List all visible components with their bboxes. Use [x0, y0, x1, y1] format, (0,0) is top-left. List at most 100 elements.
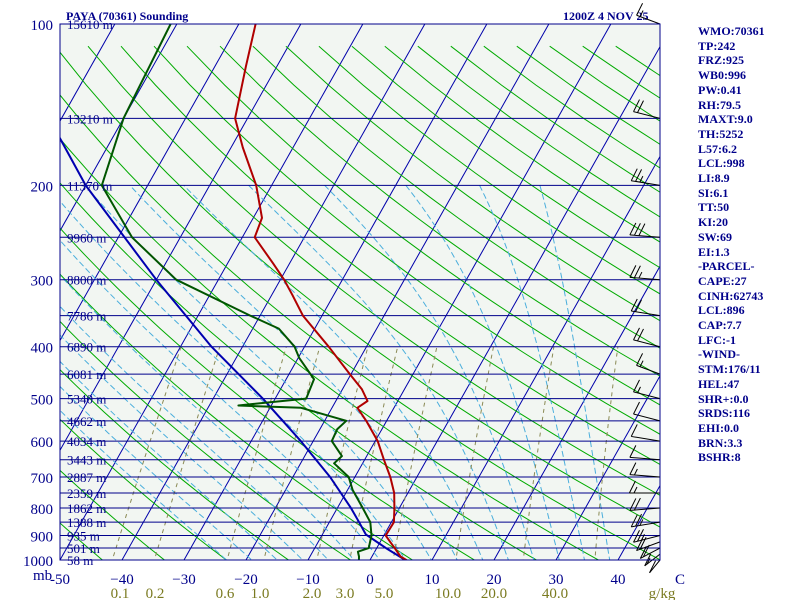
- index-item: EHI:0.0: [698, 420, 740, 435]
- wind-barb-flag: [630, 168, 638, 181]
- temperature-tick-label: −20: [234, 572, 257, 588]
- mixing-ratio-line: [111, 346, 182, 560]
- temperature-tick-label: 20: [487, 572, 502, 588]
- moist-adiabat: [60, 360, 278, 560]
- wind-barb: [629, 462, 661, 478]
- height-label: 4034 m: [67, 434, 106, 449]
- pressure-tick-label: 700: [31, 471, 54, 487]
- height-label: 2359 m: [67, 486, 106, 501]
- wind-barb: [633, 529, 661, 543]
- pressure-tick-label: 500: [31, 393, 54, 409]
- wind-barb-flag: [637, 529, 644, 542]
- dry-adiabat: [87, 45, 660, 496]
- pressure-tick-label: 800: [31, 502, 54, 518]
- isotherm: [555, 374, 660, 560]
- mixing-ratio-label: 5.0: [375, 586, 394, 600]
- mixing-ratio-label: 0.6: [216, 586, 235, 600]
- temperature-tick-label: −30: [172, 572, 195, 588]
- index-item: STM:176/11: [698, 362, 761, 377]
- isotherm: [60, 24, 240, 342]
- index-item: SRDS:116: [698, 406, 751, 421]
- moist-adiabat: [84, 185, 432, 560]
- wind-barb-flag: [629, 222, 637, 236]
- mixing-ratio-label: 0.2: [146, 586, 165, 600]
- index-item: SHR+:0.0: [698, 391, 749, 406]
- dry-adiabat: [153, 45, 660, 435]
- dry-adiabat: [351, 45, 660, 269]
- parcel-trace: [60, 136, 409, 560]
- wind-barb-flag: [629, 462, 637, 475]
- dry-adiabat: [60, 522, 104, 560]
- temperature-trace: [234, 24, 409, 560]
- dry-adiabat: [0, 46, 53, 571]
- index-item: KI:20: [698, 215, 728, 230]
- temperature-tick-label: 40: [611, 572, 626, 588]
- index-item: WMO:70361: [698, 24, 765, 38]
- wind-barb: [629, 445, 661, 461]
- height-label: 8800 m: [67, 273, 106, 288]
- temperature-tick-label: −40: [110, 572, 133, 588]
- index-item: HEL:47: [698, 376, 740, 391]
- wind-barb-flag: [633, 468, 638, 476]
- index-item: TP:242: [698, 38, 736, 53]
- index-item: SI:6.1: [698, 185, 729, 200]
- wind-barb-flag: [638, 271, 643, 279]
- index-item: -PARCEL-: [698, 259, 755, 274]
- wind-barb-flag: [633, 497, 641, 511]
- temperature-tick-label: −10: [296, 572, 319, 588]
- wind-barb-flag: [639, 546, 647, 559]
- index-item: BRN:3.3: [698, 435, 743, 450]
- wind-barb: [630, 298, 661, 317]
- isotherm: [121, 24, 426, 560]
- wind-barb-staff: [649, 559, 661, 574]
- wind-barb-staff: [631, 435, 661, 442]
- wind-barb-flag: [636, 353, 644, 366]
- moist-adiabat: [248, 185, 509, 560]
- moist-adiabat: [60, 305, 329, 560]
- profiles: [60, 24, 409, 560]
- wind-barb-staff: [633, 413, 661, 422]
- height-label: 6081 m: [67, 367, 106, 382]
- pressure-tick-label: 100: [31, 18, 54, 34]
- pressure-unit-label: mb: [33, 568, 53, 584]
- dry-adiabat: [186, 45, 660, 406]
- mixing-ratio-label: 2.0: [303, 586, 322, 600]
- wind-barb-flag: [649, 560, 656, 574]
- isotherm: [60, 24, 302, 452]
- mixing-ratio-label: 10.0: [435, 586, 461, 600]
- index-item: FRZ:925: [698, 53, 744, 68]
- height-label: 6890 m: [67, 340, 106, 355]
- isotherm: [0, 24, 53, 571]
- index-item: MAXT:9.0: [698, 112, 753, 127]
- wind-barb: [629, 497, 661, 511]
- mixing-ratio-line: [349, 346, 399, 560]
- temperature-tick-label: C: [675, 572, 685, 588]
- mixing-ratio-line: [226, 346, 287, 560]
- wind-barb-flag: [637, 328, 644, 342]
- wind-barb: [633, 401, 661, 422]
- sounding-indices: WMO:70361 TP:242 FRZ:925 WB0:996 PW:0.41 RH:7…: [698, 24, 798, 465]
- index-item: BSHR:8: [698, 450, 741, 465]
- wind-barb-flag: [637, 386, 641, 394]
- height-label: 4662 m: [67, 414, 106, 429]
- height-label: 7786 m: [67, 309, 106, 324]
- wind-barb: [633, 99, 661, 119]
- wind-barb-flag: [629, 265, 637, 278]
- mixing-ratio-line: [594, 346, 619, 560]
- mixing-ratio-label: 20.0: [481, 586, 507, 600]
- wind-barb: [639, 544, 661, 559]
- index-item: PW:0.41: [698, 82, 742, 97]
- height-label: 5340 m: [67, 392, 106, 407]
- index-item: TT:50: [698, 200, 730, 215]
- wind-barb-flag: [635, 299, 643, 312]
- temperature-tick-label: 0: [366, 572, 374, 588]
- dry-adiabat: [120, 45, 660, 465]
- wind-barb-flag: [638, 223, 646, 236]
- wind-barb-flag: [629, 498, 637, 511]
- isotherm: [369, 45, 660, 560]
- dry-adiabat: [60, 320, 352, 560]
- mixing-ratio-line: [316, 346, 369, 560]
- wind-barb: [629, 222, 661, 238]
